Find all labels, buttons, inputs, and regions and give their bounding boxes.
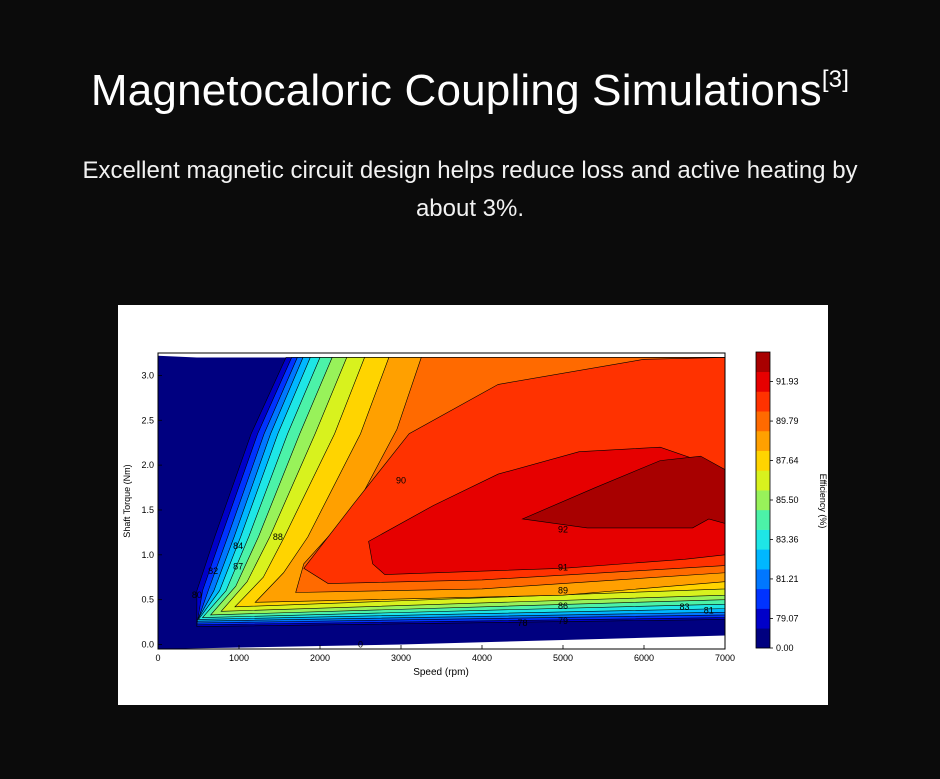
- contour-label: 78: [517, 618, 527, 628]
- colorbar-swatch: [756, 391, 770, 412]
- colorbar-swatch: [756, 430, 770, 451]
- colorbar-tick-label: 81.21: [776, 574, 799, 584]
- page-subtitle: Excellent magnetic circuit design helps …: [82, 157, 858, 222]
- colorbar-tick-label: 91.93: [776, 377, 799, 387]
- x-tick-label: 2000: [310, 653, 330, 663]
- colorbar-swatch: [756, 490, 770, 511]
- y-tick-label: 1.0: [141, 550, 154, 560]
- contour-label: 79: [558, 616, 568, 626]
- y-tick-label: 3.0: [141, 370, 154, 380]
- colorbar-swatch: [756, 509, 770, 530]
- colorbar-tick-label: 0.00: [776, 643, 794, 653]
- colorbar-swatch: [756, 450, 770, 471]
- colorbar-label: Efficiency (%): [818, 474, 828, 529]
- contour-label: 87: [233, 561, 243, 571]
- colorbar-swatch: [756, 569, 770, 590]
- chart-panel: 90 88 84 87 82 80 92 91 89 86 83 81 79 78 0 0 1000 2000 3…: [118, 305, 828, 705]
- colorbar-tick-label: 83.36: [776, 534, 799, 544]
- contour-label: 0: [358, 640, 363, 650]
- contour-label: 92: [558, 525, 568, 535]
- colorbar-tick-label: 89.79: [776, 416, 799, 426]
- efficiency-contour-chart: 90 88 84 87 82 80 92 91 89 86 83 81 79 78 0 0 1000 2000 3…: [122, 351, 828, 678]
- colorbar-tick-label: 87.64: [776, 456, 799, 466]
- contour-label: 83: [679, 602, 689, 612]
- contour-label: 81: [704, 605, 714, 615]
- colorbar-swatch: [756, 549, 770, 570]
- contour-label: 88: [273, 532, 283, 542]
- contour-label: 90: [396, 475, 406, 485]
- citation-marker: [3]: [821, 66, 850, 93]
- y-tick-label: 0.0: [141, 640, 154, 650]
- y-tick-label: 0.5: [141, 595, 154, 605]
- colorbar-swatch: [756, 470, 770, 491]
- y-tick-label: 2.5: [141, 415, 154, 425]
- x-tick-label: 1000: [229, 653, 249, 663]
- colorbar-swatch: [756, 628, 770, 649]
- contour-label: 86: [558, 601, 568, 611]
- title-text: Magnetocaloric Coupling Simulations: [90, 66, 822, 115]
- contour-band-92: [521, 455, 725, 529]
- colorbar-swatch: [756, 608, 770, 629]
- contour-label: 91: [558, 562, 568, 572]
- x-tick-label: 3000: [391, 653, 411, 663]
- x-axis-label: Speed (rpm): [413, 667, 469, 678]
- x-tick-label: 6000: [634, 653, 654, 663]
- x-tick-label: 4000: [472, 653, 492, 663]
- contour-label: 80: [192, 590, 202, 600]
- x-tick-label: 5000: [553, 653, 573, 663]
- colorbar-tick-label: 79.07: [776, 613, 799, 623]
- contour-label: 82: [208, 566, 218, 576]
- y-tick-label: 2.0: [141, 460, 154, 470]
- colorbar-tick-label: 85.50: [776, 495, 799, 505]
- plot-frame: [157, 352, 726, 650]
- colorbar-swatch: [756, 352, 770, 373]
- x-tick-label: 7000: [715, 653, 735, 663]
- colorbar-swatch: [756, 529, 770, 550]
- contour-label: 84: [233, 541, 243, 551]
- y-tick-label: 1.5: [141, 505, 154, 515]
- page-title: Magnetocaloric Coupling Simulations[3]: [0, 66, 940, 116]
- contour-label: 89: [558, 586, 568, 596]
- y-axis-label: Shaft Torque (Nm): [122, 464, 132, 537]
- x-tick-label: 0: [155, 653, 160, 663]
- colorbar-swatch: [756, 371, 770, 392]
- colorbar-swatch: [756, 411, 770, 432]
- colorbar-swatch: [756, 588, 770, 609]
